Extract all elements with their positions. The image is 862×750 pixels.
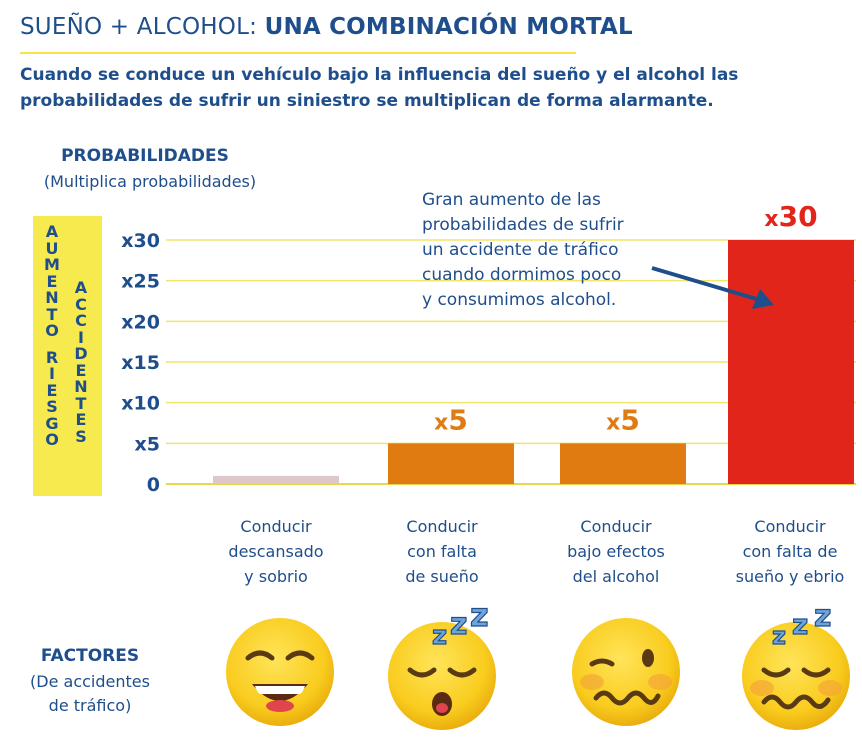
woozy-face-icon	[572, 618, 680, 726]
category-line: Conducir	[406, 517, 478, 536]
category-line: Conducir	[240, 517, 312, 536]
subtitle-line-2: probabilidades de sufrir un siniestro se…	[20, 91, 714, 111]
y-tick-label: 0	[147, 474, 160, 496]
bar	[560, 443, 686, 484]
category-line: descansado	[228, 542, 324, 561]
y-axis-title: PROBABILIDADES	[61, 146, 229, 166]
y-tick-label: x15	[121, 352, 160, 374]
y-tick-label: x30	[121, 230, 160, 252]
subtitle-line-1: Cuando se conduce un vehículo bajo la in…	[20, 65, 739, 85]
page-title: SUEÑO + ALCOHOL: UNA COMBINACIÓN MORTAL	[20, 14, 633, 40]
annotation-line: probabilidades de sufrir	[422, 215, 624, 235]
y-tick-label: x10	[121, 393, 160, 415]
svg-text:z: z	[792, 608, 808, 641]
y-tick-label: x20	[121, 311, 160, 333]
category-line: con falta	[407, 542, 477, 561]
bar-data-label: x30	[764, 200, 817, 233]
category-label-sleep-drunk: Conducir con falta de sueño y ebrio	[710, 514, 862, 589]
subtitle: Cuando se conduce un vehículo bajo la in…	[20, 62, 740, 114]
annotation-line: un accidente de tráfico	[422, 240, 619, 260]
bar	[728, 240, 854, 484]
category-line: con falta de	[742, 542, 838, 561]
annotation-line: Gran aumento de las	[422, 190, 601, 210]
category-line: Conducir	[754, 517, 826, 536]
factors-subtitle-line: de tráfico)	[48, 696, 132, 715]
title-normal: SUEÑO + ALCOHOL:	[20, 14, 265, 40]
y-axis-subtitle: (Multiplica probabilidades)	[43, 172, 257, 191]
bar	[388, 443, 514, 484]
title-bold: UNA COMBINACIÓN MORTAL	[264, 14, 633, 40]
sleepy-woozy-face-icon: z z z	[742, 604, 850, 730]
svg-text:z: z	[470, 604, 489, 634]
category-line: bajo efectos	[567, 542, 665, 561]
category-label-sleep-deprived: Conducir con falta de sueño	[362, 514, 522, 589]
category-label-alcohol: Conducir bajo efectos del alcohol	[536, 514, 696, 589]
svg-text:z: z	[432, 621, 447, 651]
svg-text:z: z	[772, 622, 786, 650]
category-line: del alcohol	[572, 567, 660, 586]
annotation-line: y consumimos alcohol.	[422, 290, 617, 310]
svg-text:z: z	[814, 604, 831, 634]
category-line: sueño y ebrio	[735, 567, 845, 586]
y-tick-label: x25	[121, 271, 160, 293]
happy-face-icon	[226, 618, 334, 726]
bar	[213, 475, 339, 484]
annotation-line: cuando dormimos poco	[422, 265, 622, 285]
bar-data-label: x5	[434, 403, 468, 436]
category-line: de sueño	[405, 567, 479, 586]
category-label-rested-sober: Conducir descansado y sobrio	[196, 514, 356, 589]
category-line: y sobrio	[244, 567, 308, 586]
annotation-arrow	[651, 266, 774, 309]
y-tick-label: x5	[135, 433, 160, 455]
factors-title: FACTORES	[40, 646, 140, 666]
svg-text:z: z	[450, 607, 467, 642]
annotation-text: Gran aumento de las probabilidades de su…	[422, 188, 722, 313]
sleepy-face-icon: z z z	[388, 604, 496, 730]
bar-data-label: x5	[606, 403, 640, 436]
factors-subtitle: (De accidentes de tráfico)	[20, 670, 160, 718]
factors-subtitle-line: (De accidentes	[30, 672, 150, 691]
title-underline	[20, 52, 576, 54]
category-line: Conducir	[580, 517, 652, 536]
